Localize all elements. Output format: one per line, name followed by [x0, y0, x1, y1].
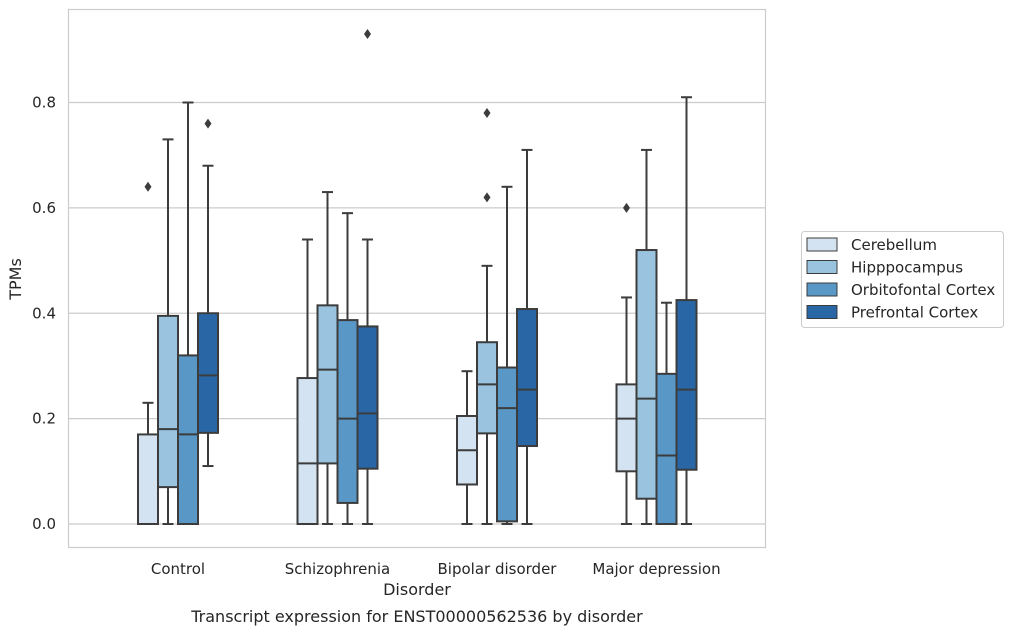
y-axis-ticks: 0.0 0.2 0.4 0.6 0.8 [32, 94, 56, 534]
box-1-2 [336, 212, 359, 525]
outlier-point [623, 202, 630, 213]
box-body [655, 372, 678, 526]
box-0-3 [197, 118, 219, 468]
box-2-2 [496, 185, 518, 525]
legend: Cerebellum Hipppocampus Orbitofontal Corte… [801, 231, 1004, 328]
legend-label-1: Hipppocampus [851, 259, 963, 277]
y-tick-label-3: 0.6 [32, 199, 56, 217]
outlier-point [483, 192, 491, 203]
box-body [615, 383, 638, 473]
box-body [516, 308, 538, 448]
box-body [157, 314, 179, 489]
outlier-point [204, 118, 212, 129]
legend-label-2: Orbitofontal Cortex [851, 281, 995, 299]
legend-frame [801, 231, 1004, 328]
x-axis-ticks: Control Schizophrenia Bipolar disorder Majo… [151, 560, 721, 578]
x-tick-label-0: Control [151, 560, 205, 578]
box-1-0 [296, 238, 319, 526]
box-2-1 [476, 108, 498, 525]
box-body [356, 325, 379, 470]
box-2-0 [456, 370, 478, 525]
x-tick-label-2: Bipolar disorder [438, 560, 558, 578]
box-body [197, 312, 219, 434]
box-1-3 [356, 29, 379, 525]
x-axis-title: Disorder [383, 580, 451, 599]
box-3-0 [615, 202, 638, 525]
box-body [496, 366, 518, 523]
box-series [137, 29, 698, 526]
box-body [336, 319, 359, 504]
chart-caption: Transcript expression for ENST0000056253… [190, 607, 643, 626]
box-body [296, 377, 319, 526]
x-tick-label-3: Major depression [592, 560, 720, 578]
box-1-1 [316, 191, 339, 525]
legend-label-0: Cerebellum [851, 236, 937, 254]
legend-swatch-3 [806, 305, 838, 319]
box-0-0 [137, 181, 159, 525]
y-tick-label-2: 0.4 [32, 304, 56, 322]
box-3-1 [635, 148, 658, 525]
y-tick-label-4: 0.8 [32, 94, 56, 112]
box-body [137, 433, 159, 525]
outlier-point [144, 181, 152, 192]
box-body [476, 341, 498, 435]
box-3-3 [675, 96, 698, 525]
box-0-1 [157, 138, 179, 525]
box-2-3 [516, 148, 538, 525]
legend-swatch-1 [806, 260, 838, 274]
legend-label-3: Prefrontal Cortex [851, 304, 978, 322]
outlier-point [364, 29, 371, 40]
plot-area-frame [67, 8, 767, 549]
box-body [177, 354, 199, 525]
box-body [635, 249, 658, 500]
box-body [675, 299, 698, 471]
y-tick-label-0: 0.0 [32, 515, 56, 533]
y-tick-label-1: 0.2 [32, 410, 56, 428]
box-3-2 [655, 301, 678, 526]
legend-swatch-0 [806, 237, 838, 252]
outlier-point [483, 108, 491, 119]
box-0-2 [177, 101, 199, 525]
y-axis-title: TPMs [6, 258, 25, 301]
x-tick-label-1: Schizophrenia [285, 560, 390, 578]
legend-swatch-2 [806, 282, 838, 297]
box-body [316, 304, 339, 465]
